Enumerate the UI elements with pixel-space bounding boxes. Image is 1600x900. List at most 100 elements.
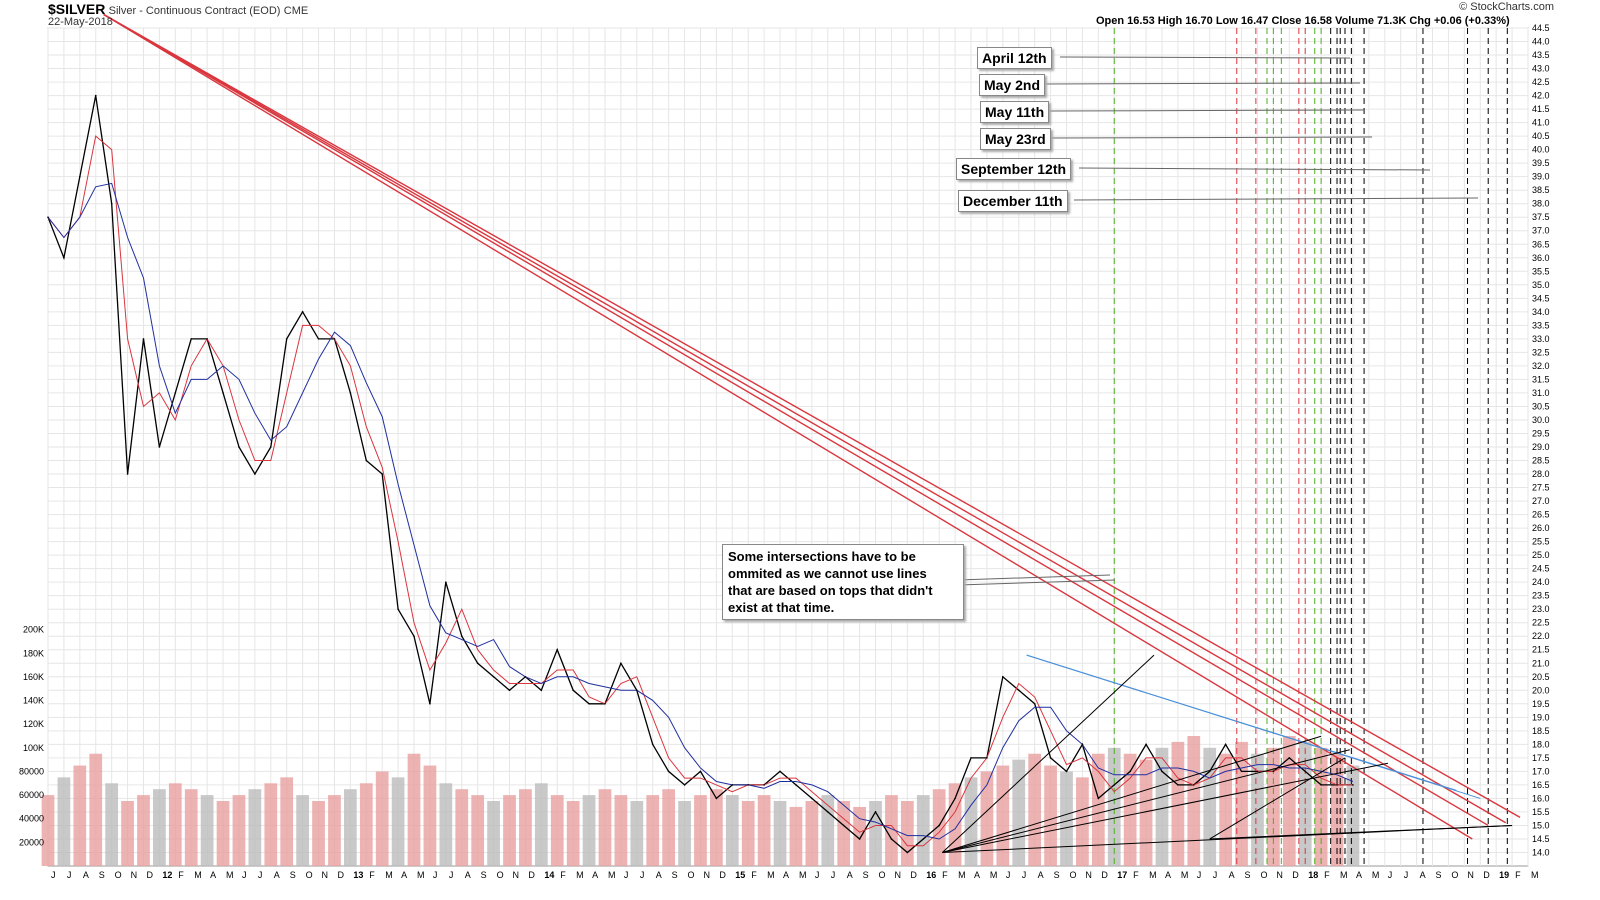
trendline-red xyxy=(103,13,1507,824)
price-tick-label: 35.0 xyxy=(1532,280,1550,290)
x-tick-label: J xyxy=(640,870,645,880)
price-point xyxy=(508,689,511,692)
price-point xyxy=(349,392,352,394)
price-point xyxy=(142,338,145,340)
volume-tick-label: 200K xyxy=(23,625,44,635)
x-tick-label: S xyxy=(481,870,487,880)
x-tick-label: O xyxy=(1451,870,1458,880)
price-point xyxy=(285,338,288,340)
price-point xyxy=(604,703,606,705)
exchange: CME xyxy=(283,5,309,17)
price-point xyxy=(1065,770,1068,773)
price-point xyxy=(795,784,797,786)
price-point xyxy=(842,824,845,827)
connector-line xyxy=(1050,136,1373,139)
note-line: that are based on tops that didn't xyxy=(728,583,933,598)
x-tick-label: D xyxy=(910,870,917,880)
x-tick-label: A xyxy=(1420,870,1426,880)
price-point xyxy=(938,824,940,827)
volume-tick-label: 120K xyxy=(23,719,44,729)
x-tick-label: 13 xyxy=(353,870,363,880)
price-tick-label: 26.0 xyxy=(1532,523,1550,533)
x-tick-label: N xyxy=(1276,870,1283,880)
price-tick-label: 32.5 xyxy=(1532,347,1550,357)
price-tick-label: 21.0 xyxy=(1532,658,1550,668)
watermark: © StockCharts.com xyxy=(1459,1,1554,13)
price-point xyxy=(492,675,495,678)
connector-line xyxy=(1043,82,1361,85)
volume-bar xyxy=(789,806,803,866)
volume-bar xyxy=(439,783,453,866)
x-tick-label: F xyxy=(560,870,566,880)
moving-average-fast xyxy=(47,135,1353,847)
price-point xyxy=(683,784,686,786)
volume-bar xyxy=(662,789,676,866)
price-tick-label: 44.0 xyxy=(1532,37,1550,47)
x-tick-label: 19 xyxy=(1499,870,1509,880)
price-tick-label: 24.0 xyxy=(1532,577,1550,587)
volume-bar xyxy=(646,795,660,866)
volume-bar xyxy=(73,765,87,866)
volume-bar xyxy=(1235,741,1248,866)
price-point xyxy=(1288,757,1291,759)
callout-may-11: May 11th xyxy=(980,101,1050,123)
price-point xyxy=(1336,784,1338,786)
volume-bar xyxy=(1044,765,1057,866)
price-tick-label: 28.0 xyxy=(1532,469,1550,479)
x-tick-label: S xyxy=(672,870,678,880)
connector-line xyxy=(957,579,1116,586)
volume-bar xyxy=(964,777,978,866)
price-point xyxy=(954,797,956,800)
volume-bar xyxy=(519,789,532,866)
volume-bar xyxy=(1060,771,1073,866)
volume-tick-label: 140K xyxy=(23,696,44,706)
volume-bar xyxy=(694,795,707,866)
x-tick-label: J xyxy=(1022,870,1027,880)
x-tick-label: S xyxy=(1436,870,1442,880)
price-point xyxy=(620,662,622,665)
price-tick-label: 27.0 xyxy=(1532,496,1550,506)
x-tick-label: S xyxy=(99,870,105,880)
price-point xyxy=(699,770,702,773)
x-tick-label: J xyxy=(433,870,438,880)
price-tick-label: 27.5 xyxy=(1532,483,1550,493)
volume-tick-label: 100K xyxy=(23,743,44,753)
volume-bar xyxy=(487,801,500,866)
volume-bar xyxy=(232,795,246,866)
callout-april-12: April 12th xyxy=(977,47,1052,69)
x-tick-label: J xyxy=(1404,870,1409,880)
x-tick-label: M xyxy=(990,870,998,880)
x-tick-label: J xyxy=(258,870,263,880)
volume-bar xyxy=(582,795,596,866)
price-tick-label: 19.5 xyxy=(1532,699,1550,709)
x-tick-label: F xyxy=(751,870,757,880)
price-point xyxy=(779,770,781,773)
x-tick-label: J xyxy=(242,870,247,880)
volume-bar xyxy=(391,777,405,866)
x-tick-label: S xyxy=(1054,870,1060,880)
price-tick-label: 33.0 xyxy=(1532,334,1550,344)
price-tick-label: 22.0 xyxy=(1532,631,1550,641)
x-tick-label: J xyxy=(449,870,454,880)
callout-may-2: May 2nd xyxy=(979,74,1046,96)
price-tick-label: 18.5 xyxy=(1532,726,1550,736)
price-point xyxy=(1272,770,1275,773)
connector-line xyxy=(957,574,1111,581)
price-tick-label: 17.5 xyxy=(1532,753,1550,763)
x-tick-label: J xyxy=(67,870,72,880)
x-tick-label: N xyxy=(894,870,901,880)
axes: 44.5 44.0 43.5 43.0 42.5 42.0 41.5 41.0 40.5 40.0… xyxy=(19,23,1550,880)
x-tick-label: J xyxy=(815,870,820,880)
price-tick-label: 34.0 xyxy=(1532,307,1550,317)
x-tick-label: J xyxy=(1006,870,1011,880)
volume-bar xyxy=(916,795,930,866)
x-tick-label: O xyxy=(688,870,695,880)
symbol: $SILVER xyxy=(48,1,106,17)
x-tick-label: 12 xyxy=(162,870,172,880)
price-point xyxy=(222,392,224,394)
price-point xyxy=(636,689,638,692)
price-tick-label: 17.0 xyxy=(1532,766,1550,776)
price-tick-label: 16.5 xyxy=(1532,780,1550,790)
x-tick-label: M xyxy=(194,870,202,880)
price-tick-label: 43.0 xyxy=(1532,64,1550,74)
